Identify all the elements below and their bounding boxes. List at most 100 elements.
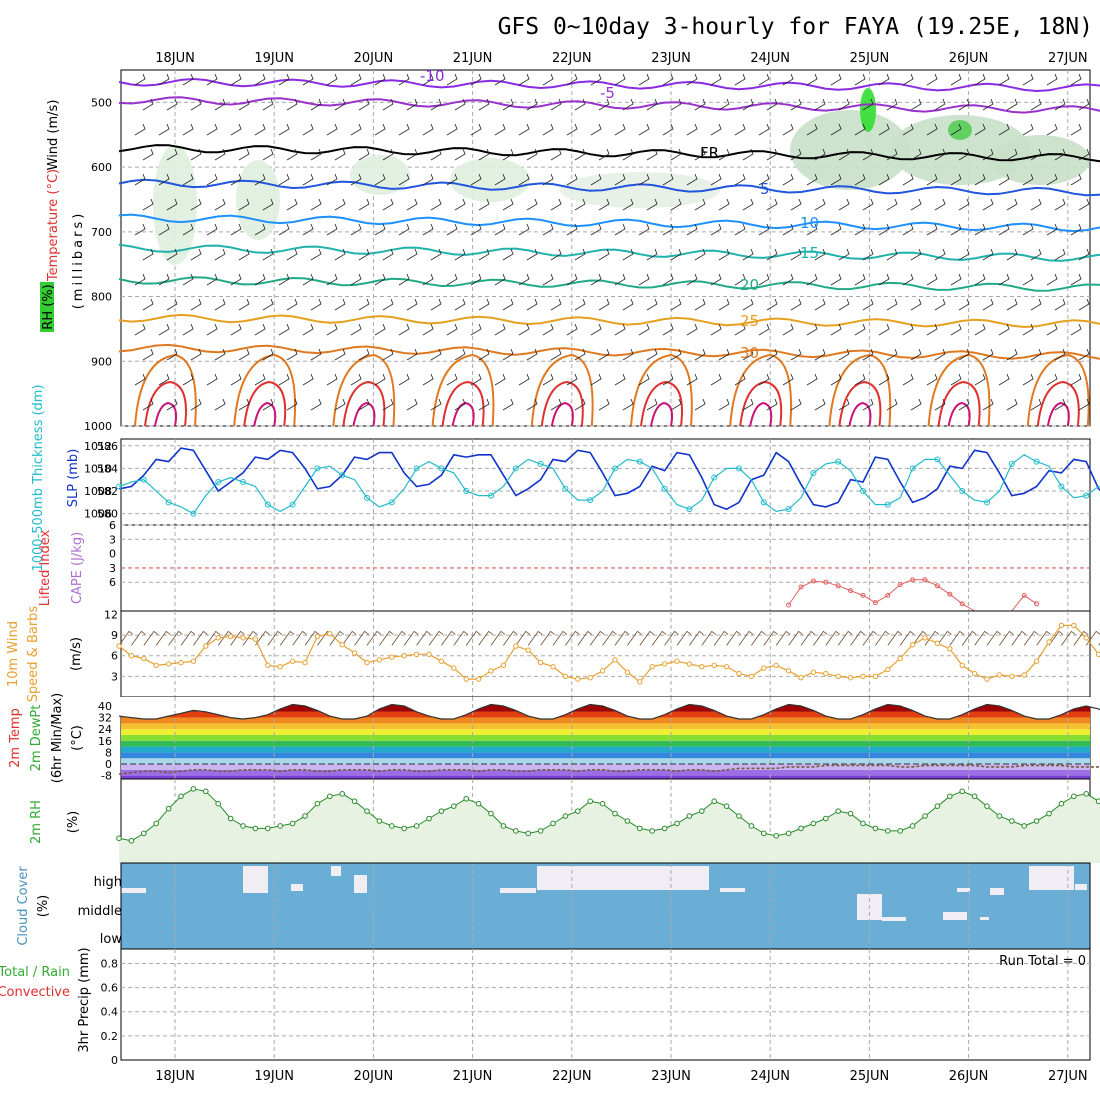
wind-barb [254,173,266,186]
wind-barb [974,73,986,86]
wind10m-point [612,657,618,663]
rh2m-point [165,805,172,812]
bottom-day-label: 20JUN [354,1069,394,1084]
wind-barb [238,348,250,361]
pressure-tick: 600 [91,161,112,174]
diurnal-contour [530,353,594,427]
wind-barb [1054,298,1066,311]
wind10m-barb [180,630,196,646]
wind-tick: 3 [111,670,118,683]
wind-barb [718,98,730,111]
wind-barb [310,98,322,111]
precip-tick: 0.2 [101,1030,119,1043]
thickness-point [215,479,222,485]
wind-barb [422,73,434,86]
wind-barb [950,373,962,386]
rh2m-point [265,825,271,832]
slp-line [118,447,1100,511]
wind-tick: 6 [111,650,118,663]
wind-barb [182,123,194,136]
wind10m-barb [974,630,989,646]
rh2m-point [711,798,718,805]
wind10m-barb [949,630,965,646]
isotherm-label: -5 [600,84,615,102]
wind-barb [646,98,658,111]
isotherm-10 [118,213,1100,233]
wind-barb [614,223,626,236]
wind-barb [502,348,514,361]
wind-barb [886,198,898,211]
wind-barb [142,348,154,361]
wind-barb [310,348,322,361]
temperature-band [121,764,1090,770]
wind-barb [550,398,562,411]
pressure-axis-label: (millibars) [71,211,86,310]
wind-barb [238,148,250,161]
wind-barb [1006,398,1018,411]
wind-barb [1030,248,1042,261]
wind-barb [838,348,850,361]
wind-barb [230,373,242,386]
wind-barb [926,223,938,236]
wind-barb [686,123,698,136]
rh2m-point [525,830,532,837]
wind10m-point [289,658,296,664]
rh2m-point [252,825,259,832]
top-day-label: 27JUN [1048,51,1088,66]
wind10m-point [364,659,370,666]
rh2m-point [971,793,978,800]
wind-barb [334,348,346,361]
wind10m-barb [701,630,717,646]
wind-barb [430,398,442,411]
rh2m-point [128,837,135,844]
bottom-day-label: 23JUN [651,1069,691,1084]
wind-barb [830,373,842,386]
wind-barb [182,323,194,336]
wind-barb [206,223,218,236]
wind-barb [766,98,778,111]
rh2m-point [1009,818,1015,824]
wind-barb [934,148,946,161]
wind-barb [926,373,938,386]
wind-barb [814,398,826,411]
rh2m-point [475,800,482,807]
slp-tick: 1010 [84,462,112,475]
wind-barb [982,298,994,311]
cape-axis-label: CAPE (J/kg) [70,532,85,604]
wind10m-point [686,661,693,667]
wind10m-barb [763,630,779,646]
wind-barb [422,123,434,136]
thickness-point [339,472,346,479]
wind-barb [262,348,274,361]
wind10m-barb [689,630,704,646]
wind-barb [758,373,770,386]
wind-barb [1006,298,1018,311]
top-day-label: 21JUN [453,51,493,66]
wind-barb [958,298,970,311]
cape-point [1034,601,1040,607]
wind-barb [886,398,898,411]
wind-barb [406,198,418,211]
wind-barb [926,173,938,186]
wind10m-point [1083,635,1089,641]
wind10m-point [1046,639,1052,645]
rh2m-point [1046,810,1052,817]
wind-barb [134,273,146,286]
wind-barb [614,73,626,86]
thickness-point [512,465,519,472]
wind-barb [782,73,794,86]
rh-axis-label: RH (%) [41,284,56,329]
rh-legend-box [40,282,54,332]
wind-barb [302,123,314,136]
rh2m-point [897,828,904,834]
wind-barb [686,373,698,386]
wind10m-point [674,658,680,664]
wind-barb [358,248,370,261]
wind-barb [622,198,634,211]
wind-barb [374,323,386,336]
wind-barb [518,223,530,236]
wind10m-point [711,662,717,669]
wind-barb [494,73,506,86]
wind-barb [1046,173,1058,186]
wind-barb [758,173,770,186]
